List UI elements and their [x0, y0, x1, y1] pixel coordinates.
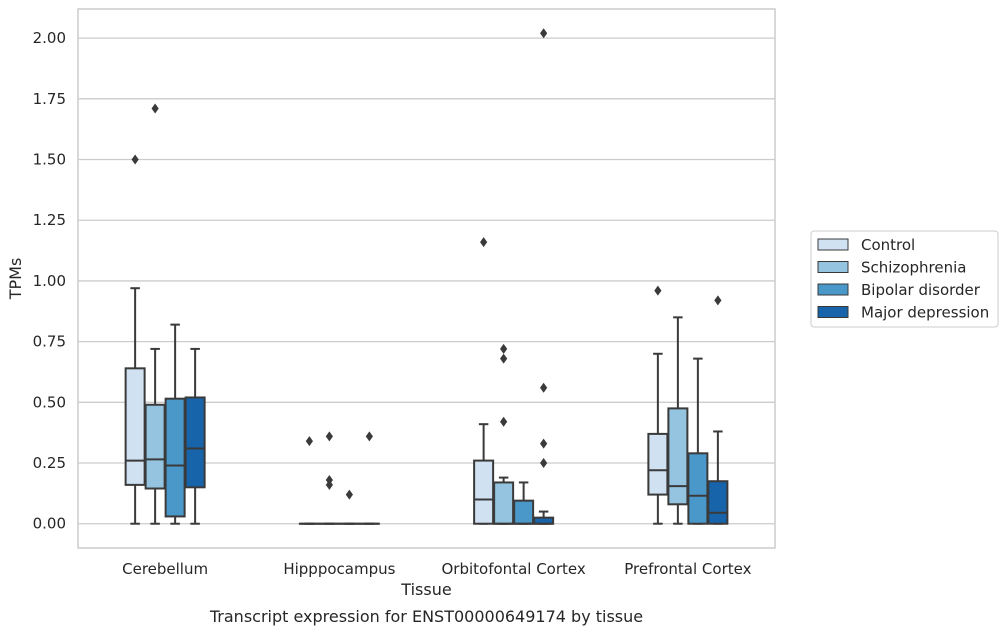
box-body [667, 407, 689, 506]
x-tick-label: Orbitofontal Cortex [442, 560, 586, 578]
box-major-depression [707, 295, 729, 525]
legend-label: Control [861, 236, 915, 254]
outlier-point [714, 295, 722, 306]
y-tick-label: 0.00 [33, 515, 66, 533]
box-major-depression [533, 28, 555, 525]
outlier-point [540, 458, 548, 469]
box-body [687, 452, 709, 525]
outlier-point [500, 343, 508, 354]
box-body [144, 403, 166, 490]
outlier-point [151, 103, 159, 114]
y-tick-label: 2.00 [33, 29, 66, 47]
x-tick-labels: Cerebellum Hipppocampus Orbitofontal Corte… [122, 560, 751, 578]
box-schizophrenia [318, 431, 340, 525]
box-bipolar-disorder [687, 357, 709, 525]
legend-frame [810, 230, 999, 328]
x-tick-label: Cerebellum [122, 560, 208, 578]
legend-swatch [817, 306, 849, 318]
box-control [298, 436, 320, 525]
box-body [513, 499, 535, 525]
box-body [164, 397, 186, 518]
outlier-point [540, 28, 548, 39]
legend-label: Bipolar disorder [861, 281, 981, 299]
box-bipolar-disorder [513, 481, 535, 525]
outlier-point [325, 479, 333, 490]
outlier-point [325, 431, 333, 442]
legend-swatch [817, 261, 849, 273]
box-control [473, 237, 495, 525]
box-body [707, 480, 729, 525]
box-major-depression [358, 431, 380, 525]
box-body [184, 396, 206, 489]
outlier-point [480, 237, 488, 248]
box-body [124, 367, 146, 486]
box-body [493, 481, 515, 525]
box-schizophrenia [493, 343, 515, 525]
box-control [647, 285, 669, 525]
outlier-point [500, 353, 508, 364]
outlier-point [540, 438, 548, 449]
y-tick-label: 1.75 [33, 90, 66, 108]
outlier-point [365, 431, 373, 442]
plot-area [77, 8, 776, 549]
y-tick-label: 0.50 [33, 393, 66, 411]
y-tick-label: 1.25 [33, 211, 66, 229]
legend-label: Schizophrenia [861, 259, 966, 277]
box-body [473, 459, 495, 525]
box-bipolar-disorder [164, 323, 186, 525]
legend: Control Schizophrenia Bipolar disorder Majo… [810, 230, 999, 328]
y-tick-label: 0.75 [33, 333, 66, 351]
outlier-point [305, 436, 313, 447]
y-tick-label: 1.00 [33, 272, 66, 290]
y-tick-label: 1.50 [33, 151, 66, 169]
legend-label: Major depression [861, 304, 989, 322]
x-tick-label: Prefrontal Cortex [624, 560, 751, 578]
box-body [647, 432, 669, 496]
box-bipolar-disorder [338, 489, 360, 525]
box-control [124, 154, 146, 525]
chart-caption: Transcript expression for ENST0000064917… [209, 607, 643, 626]
box-schizophrenia [144, 103, 166, 525]
y-tick-label: 0.25 [33, 454, 66, 472]
y-tick-labels: 0.00 0.25 0.50 0.75 1.00 1.25 1.50 1.75 2.00 [33, 29, 66, 533]
outlier-point [131, 154, 139, 165]
outlier-point [500, 416, 508, 427]
legend-swatch [817, 283, 849, 296]
outlier-point [345, 489, 353, 500]
outlier-point [540, 382, 548, 393]
box-major-depression [184, 347, 206, 525]
x-axis-label: Tissue [400, 580, 451, 599]
boxes [124, 28, 729, 525]
box-schizophrenia [667, 316, 689, 525]
legend-swatch [817, 238, 849, 251]
outlier-point [654, 285, 662, 296]
x-tick-label: Hipppocampus [283, 560, 395, 578]
y-axis-label: TPMs [6, 258, 25, 301]
